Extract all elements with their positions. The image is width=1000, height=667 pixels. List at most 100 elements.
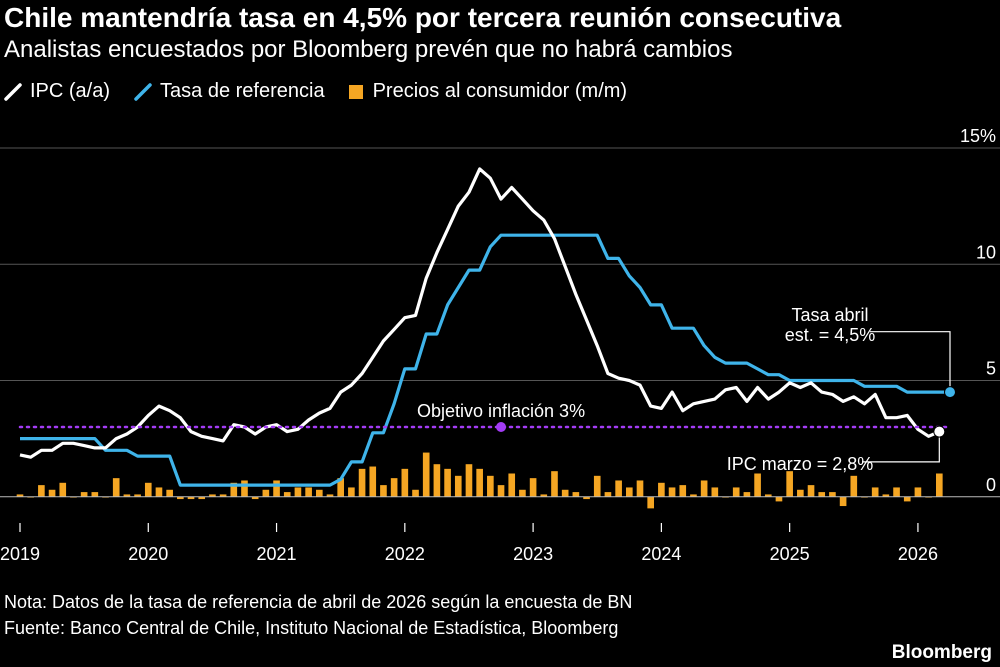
end-marker-ipc xyxy=(933,425,946,438)
bar-precios xyxy=(369,466,377,497)
bar-precios xyxy=(893,487,900,497)
bar-precios xyxy=(797,489,804,497)
line-tasa xyxy=(20,233,950,487)
bar-precios xyxy=(604,492,612,497)
bar-precios xyxy=(690,494,697,497)
annotation-tasa-line2: est. = 4,5% xyxy=(785,325,876,345)
legend-label-precios: Precios al consumidor (m/m) xyxy=(372,80,628,102)
bar-precios xyxy=(935,473,943,497)
bar-precios xyxy=(412,489,419,497)
target-label: Objetivo inflación 3% xyxy=(417,401,585,421)
bar-precios xyxy=(112,478,120,497)
bar-precios xyxy=(422,452,430,497)
bar-precios xyxy=(219,494,227,497)
y-tick-label-5: 5 xyxy=(986,359,996,379)
bar-precios xyxy=(251,496,259,500)
bar-precios xyxy=(775,496,783,502)
bar-precios xyxy=(465,464,473,497)
x-tick-label: 2023 xyxy=(513,544,553,564)
bar-precios xyxy=(871,487,879,497)
bar-precios xyxy=(593,475,601,497)
bar-precios xyxy=(529,478,537,497)
y-tick-label-10: 10 xyxy=(976,242,996,262)
bar-precios xyxy=(337,478,345,497)
bar-precios xyxy=(850,475,858,497)
bar-precios xyxy=(16,494,24,497)
bar-precios xyxy=(647,496,655,509)
bar-precios xyxy=(348,487,355,497)
bar-precios xyxy=(658,482,665,497)
legend-item-ipc: IPC (a/a) xyxy=(4,80,110,103)
x-tick-label: 2024 xyxy=(641,544,681,564)
bar-precios xyxy=(273,480,280,497)
legend-swatch-tasa xyxy=(134,82,152,101)
line-series xyxy=(19,167,950,487)
bar-precios xyxy=(144,482,152,497)
bar-precios xyxy=(390,478,398,497)
x-tick-label: 2021 xyxy=(257,544,297,564)
bar-precios xyxy=(134,494,141,497)
bloomberg-logo: Bloomberg xyxy=(891,642,992,663)
bar-precios xyxy=(625,487,633,497)
bar-precios xyxy=(59,482,67,497)
legend-label-ipc: IPC (a/a) xyxy=(30,80,111,102)
bar-precios xyxy=(540,494,548,497)
bar-precios xyxy=(283,492,291,497)
bar-precios xyxy=(358,468,366,497)
bar-precios xyxy=(583,496,590,500)
bar-precios xyxy=(38,485,45,497)
bar-precios xyxy=(818,492,826,497)
bar-precios xyxy=(294,487,302,497)
gridlines xyxy=(0,147,1000,381)
bar-precios xyxy=(80,492,88,497)
bar-precios xyxy=(615,480,622,497)
bar-precios xyxy=(198,496,206,500)
x-tick-label: 2020 xyxy=(128,544,168,564)
chart-title: Chile mantendría tasa en 4,5% por tercer… xyxy=(4,2,842,33)
bar-precios xyxy=(91,492,99,497)
bar-precios xyxy=(230,482,238,497)
bar-precios xyxy=(48,489,56,497)
y-tick-label-15: 15% xyxy=(960,126,996,146)
y-tick-label-0: 0 xyxy=(986,475,996,495)
bar-precios xyxy=(829,492,836,497)
bar-precios xyxy=(444,468,451,497)
annotation-tasa-leader xyxy=(870,331,951,393)
bar-precios xyxy=(711,487,719,497)
bar-precios xyxy=(454,475,462,497)
x-tick-label: 2025 xyxy=(770,544,810,564)
bar-precios xyxy=(743,492,751,497)
bar-precios xyxy=(326,494,334,497)
legend-swatch-precios xyxy=(348,84,363,99)
bar-precios xyxy=(123,494,131,497)
x-tick-label: 2019 xyxy=(0,544,40,564)
bar-precios xyxy=(839,496,847,507)
bar-precios xyxy=(209,494,216,497)
bar-precios xyxy=(476,468,483,497)
bar-precios xyxy=(668,487,676,497)
bar-precios xyxy=(315,489,323,497)
legend-item-precios: Precios al consumidor (m/m) xyxy=(348,80,628,103)
bar-precios xyxy=(433,464,441,497)
legend: IPC (a/a) Tasa de referencia Precios al … xyxy=(4,80,651,103)
bar-precios xyxy=(903,496,911,502)
bar-precios xyxy=(519,489,526,497)
bar-precios xyxy=(166,489,173,497)
y-axis-labels: 0 5 10 15% xyxy=(960,126,996,495)
x-tick-label: 2022 xyxy=(385,544,425,564)
bar-precios xyxy=(401,468,409,497)
annotation-ipc-leader xyxy=(862,431,940,463)
annotations: Tasa abril est. = 4,5% IPC marzo = 2,8% xyxy=(727,305,951,474)
endpoint-markers xyxy=(933,386,956,438)
bar-precios xyxy=(561,489,569,497)
legend-swatch-ipc xyxy=(4,82,22,101)
bar-precios xyxy=(497,485,505,497)
legend-label-tasa: Tasa de referencia xyxy=(160,80,325,102)
bar-precios xyxy=(177,496,184,500)
end-marker-tasa xyxy=(944,386,956,399)
bar-series-precios xyxy=(16,452,943,509)
target-reference-line: Objetivo inflación 3% xyxy=(18,401,952,432)
bar-precios xyxy=(732,487,740,497)
bar-precios xyxy=(700,480,708,497)
chart-area: 0 5 10 15% 2019 2020 2021 2022 2023 2024 2025 2026… xyxy=(0,126,1000,564)
